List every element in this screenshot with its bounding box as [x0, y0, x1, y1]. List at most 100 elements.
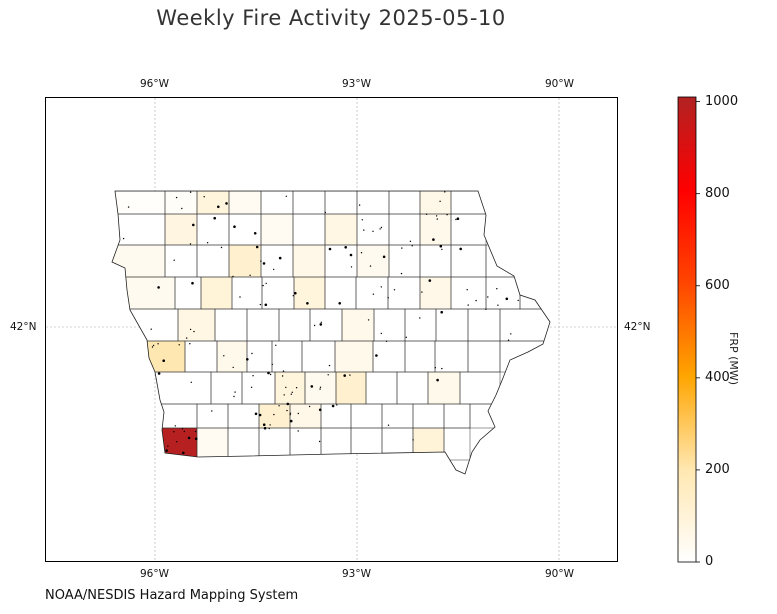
fire-point — [310, 385, 314, 388]
county-cell — [293, 214, 325, 245]
county-cell — [197, 191, 229, 214]
fire-point — [278, 405, 280, 407]
fire-point — [289, 414, 291, 416]
county-cell — [305, 372, 336, 404]
fire-point — [411, 245, 413, 247]
fire-point — [194, 430, 197, 433]
fire-point — [475, 299, 477, 302]
fire-point — [189, 328, 192, 331]
fire-point — [167, 445, 169, 447]
county-cell — [197, 428, 228, 460]
county-cell — [321, 428, 351, 460]
map-title: Weekly Fire Activity 2025-05-10 — [156, 6, 506, 30]
fire-point — [412, 439, 414, 441]
fire-point — [271, 363, 273, 366]
county-cell — [351, 404, 382, 428]
county-cell — [451, 245, 486, 277]
fire-point — [328, 247, 332, 251]
fire-point — [439, 200, 441, 202]
fire-point — [127, 206, 130, 208]
fire-point — [173, 259, 175, 261]
fire-point — [262, 284, 264, 287]
fire-point — [327, 374, 329, 376]
lon-label-top-93: 93°W — [342, 78, 371, 90]
colorbar-tick-label: 800 — [705, 185, 730, 201]
fire-point — [165, 449, 168, 452]
county-cell — [321, 404, 351, 428]
fire-point — [234, 391, 236, 393]
fire-point — [510, 418, 512, 421]
fire-point — [318, 440, 321, 443]
fire-point — [467, 304, 469, 306]
fire-point — [458, 179, 461, 182]
lon-label-top-96: 96°W — [140, 78, 169, 90]
county-cell — [197, 214, 229, 245]
fire-point — [290, 393, 292, 395]
county-cell — [125, 309, 178, 341]
county-cell — [382, 428, 413, 460]
fire-point — [187, 436, 191, 440]
fire-point — [181, 428, 184, 430]
fire-point — [258, 413, 262, 417]
county-cell — [279, 309, 310, 341]
fire-point — [178, 344, 180, 346]
fire-point — [432, 238, 435, 241]
fire-point — [369, 265, 372, 267]
state-outline — [111, 190, 551, 475]
fire-point — [344, 246, 348, 249]
fire-point — [496, 288, 498, 290]
fire-point — [291, 391, 293, 393]
county-cell — [272, 341, 302, 372]
fire-point — [401, 247, 403, 249]
county-cell — [112, 191, 165, 214]
fire-point — [441, 248, 443, 251]
county-cell — [520, 277, 550, 309]
county-cell — [373, 341, 405, 372]
fire-point — [275, 344, 277, 346]
county-cell — [389, 245, 420, 277]
map-frame — [45, 97, 618, 562]
county-cell — [388, 277, 420, 309]
county-cell — [242, 372, 275, 404]
county-cell — [397, 372, 428, 404]
fire-point — [349, 253, 353, 257]
county-cell — [275, 372, 305, 404]
county-cell — [351, 428, 382, 460]
county-cell — [444, 428, 470, 460]
fire-point — [225, 202, 228, 205]
county-cell — [112, 214, 165, 245]
fire-point — [150, 328, 152, 330]
fire-point — [328, 364, 331, 367]
county-cell — [436, 309, 468, 341]
county-cell — [325, 191, 357, 214]
fire-point — [282, 370, 285, 372]
fire-point — [319, 323, 323, 326]
fire-point — [265, 282, 267, 285]
fire-point — [338, 302, 342, 305]
fire-point — [421, 291, 423, 293]
fire-point — [485, 308, 487, 310]
fire-point — [254, 412, 258, 416]
fire-point — [297, 430, 299, 432]
fire-point — [147, 364, 150, 368]
fire-point — [289, 419, 293, 423]
county-cell — [356, 277, 388, 309]
fire-point — [260, 260, 262, 262]
county-cell — [178, 309, 215, 341]
county-cell — [335, 341, 373, 372]
fire-point — [331, 404, 335, 408]
lat-label-right-42: 42°N — [624, 321, 651, 333]
fire-point — [193, 330, 195, 333]
county-cell — [325, 214, 357, 245]
fire-point — [223, 355, 225, 357]
fire-point — [182, 451, 185, 455]
fire-point — [285, 386, 287, 389]
county-cell — [420, 214, 451, 245]
fire-point — [512, 222, 515, 226]
county-border — [443, 427, 471, 461]
fire-point — [453, 188, 456, 191]
county-cell — [185, 341, 217, 372]
fire-point — [267, 371, 270, 375]
fire-point — [435, 215, 438, 217]
